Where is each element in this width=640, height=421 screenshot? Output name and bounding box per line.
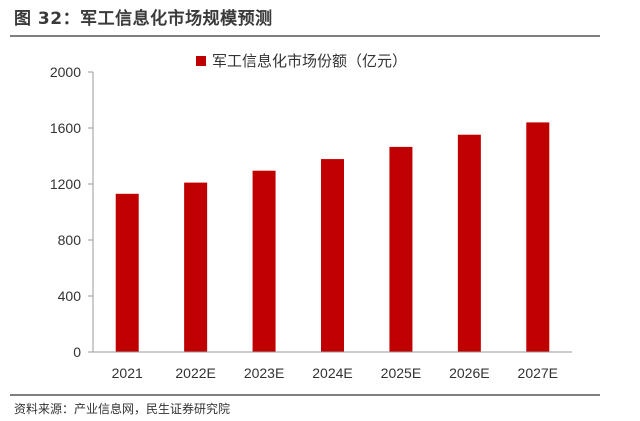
figure-title: 图 32：军工信息化市场规模预测	[14, 9, 273, 29]
bar-2023E	[252, 170, 276, 352]
y-tick-label: 400	[58, 288, 82, 304]
legend: 军工信息化市场份额（亿元）	[196, 52, 407, 70]
x-tick-label: 2026E	[449, 365, 489, 381]
x-tick-label: 2023E	[244, 365, 284, 381]
x-axis-labels: 2021 2022E 2023E 2024E 2025E 2026E 2027E	[112, 365, 558, 381]
bar-2022E	[184, 182, 208, 352]
legend-label: 军工信息化市场份额（亿元）	[212, 52, 407, 70]
bottom-divider	[10, 394, 600, 396]
y-tick-label: 800	[58, 232, 82, 248]
y-tick-label: 1200	[50, 176, 81, 192]
bar-2025E	[389, 146, 413, 352]
y-tick-label: 0	[73, 344, 81, 360]
source-note: 资料来源：产业信息网，民生证券研究院	[14, 402, 231, 416]
x-tick-label: 2025E	[381, 365, 421, 381]
bar-2021	[115, 193, 139, 352]
legend-swatch	[196, 56, 206, 66]
y-tick-label: 2000	[50, 64, 81, 80]
x-tick-label: 2027E	[518, 365, 558, 381]
bar-2024E	[321, 159, 344, 352]
bar-2027E	[526, 122, 550, 353]
y-tick-label: 1600	[50, 120, 81, 136]
y-axis-ticks: 0 400 800 1200 1600 2000	[50, 64, 93, 360]
bars	[115, 122, 550, 353]
x-tick-label: 2022E	[175, 365, 215, 381]
top-divider	[10, 35, 600, 37]
bar-2026E	[457, 134, 481, 352]
x-tick-label: 2021	[112, 365, 143, 381]
x-tick-label: 2024E	[312, 365, 352, 381]
